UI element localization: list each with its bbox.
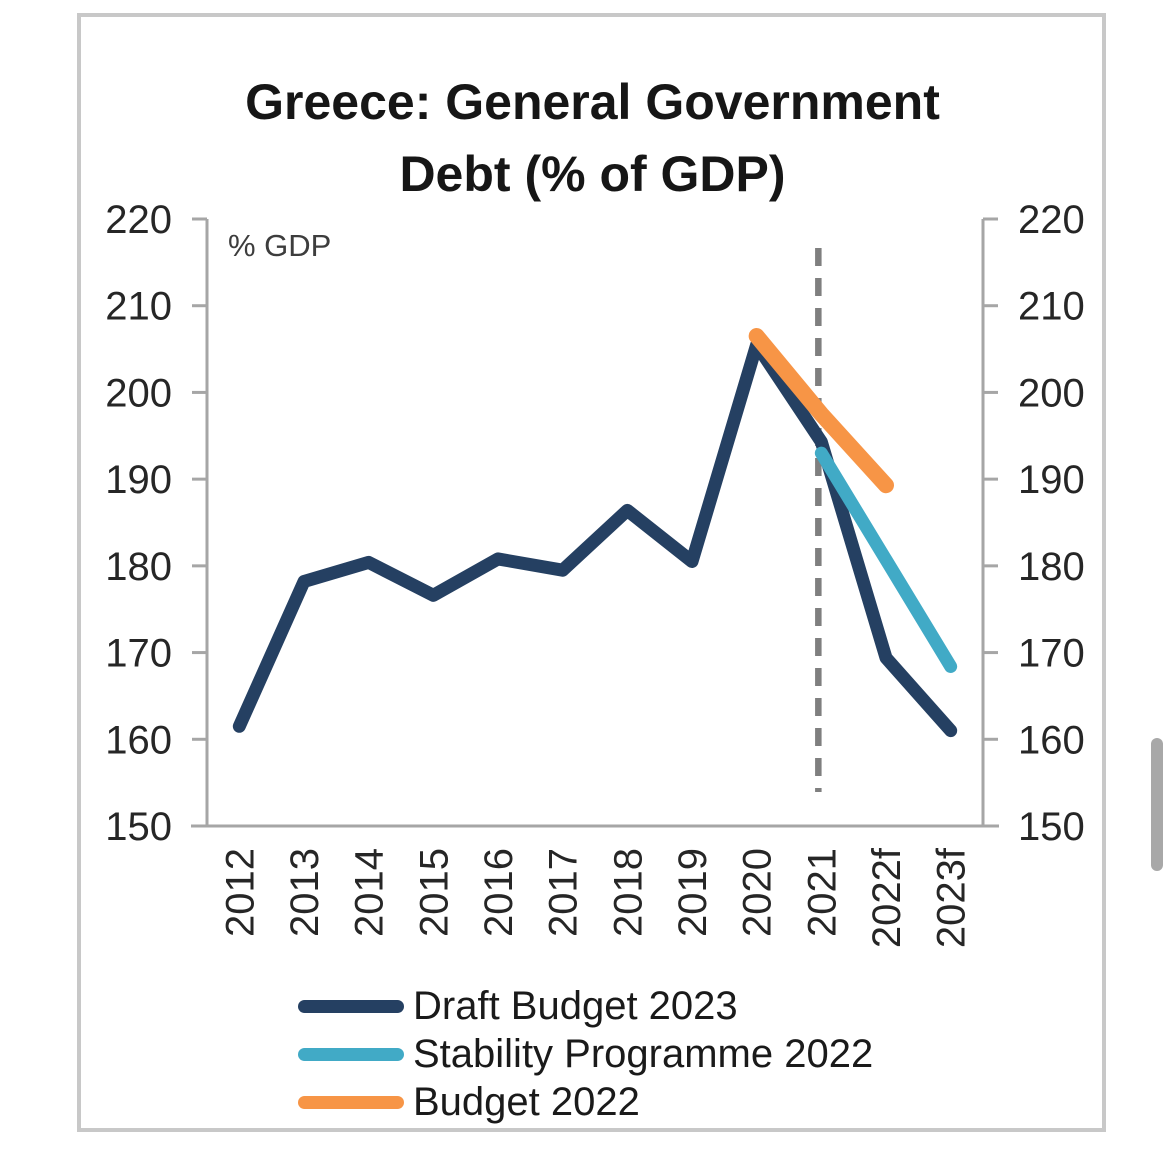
- vertical-scrollbar-thumb[interactable]: [1151, 738, 1163, 871]
- svg-text:150: 150: [1018, 805, 1085, 849]
- series-budget-2022: [748, 328, 894, 494]
- svg-text:2021: 2021: [800, 848, 844, 937]
- svg-text:170: 170: [1018, 632, 1085, 676]
- legend-label: Budget 2022: [413, 1079, 640, 1124]
- svg-text:2018: 2018: [606, 848, 650, 937]
- legend-label: Stability Programme 2022: [413, 1031, 874, 1076]
- svg-text:2023f: 2023f: [930, 847, 974, 948]
- svg-text:180: 180: [105, 545, 172, 589]
- legend-swatch-cyan-line-icon: [298, 1047, 404, 1061]
- svg-text:210: 210: [1018, 285, 1085, 329]
- legend-item-stability-programme-2022: Stability Programme 2022: [298, 1030, 873, 1078]
- svg-text:2022f: 2022f: [865, 847, 909, 948]
- svg-text:2019: 2019: [671, 848, 715, 937]
- series-draft-budget-2023: [232, 338, 958, 738]
- chart-title-line2: Debt (% of GDP): [399, 146, 786, 202]
- legend-item-draft-budget-2023: Draft Budget 2023: [298, 982, 873, 1030]
- svg-text:2016: 2016: [477, 848, 521, 937]
- chart-legend: Draft Budget 2023 Stability Programme 20…: [298, 982, 873, 1126]
- svg-text:150: 150: [105, 805, 172, 849]
- legend-swatch-orange-line-icon: [298, 1095, 404, 1109]
- svg-text:2014: 2014: [348, 848, 392, 937]
- chart-panel: [77, 13, 1106, 1132]
- svg-text:220: 220: [105, 198, 172, 242]
- y-axis-unit-label: % GDP: [228, 228, 332, 263]
- legend-swatch-navy-line-icon: [298, 999, 404, 1013]
- svg-text:190: 190: [1018, 458, 1085, 502]
- chart-title-line1: Greece: General Government: [245, 74, 940, 130]
- series-stability-programme-2022: [814, 446, 958, 673]
- svg-text:190: 190: [105, 458, 172, 502]
- svg-text:220: 220: [1018, 198, 1085, 242]
- svg-text:200: 200: [105, 371, 172, 415]
- svg-text:2017: 2017: [542, 848, 586, 937]
- svg-text:210: 210: [105, 285, 172, 329]
- svg-text:170: 170: [105, 632, 172, 676]
- svg-text:160: 160: [105, 718, 172, 762]
- svg-text:2013: 2013: [283, 848, 327, 937]
- svg-text:160: 160: [1018, 718, 1085, 762]
- svg-text:200: 200: [1018, 371, 1085, 415]
- svg-text:2012: 2012: [218, 848, 262, 937]
- svg-text:2020: 2020: [736, 848, 780, 937]
- svg-text:2015: 2015: [412, 848, 456, 937]
- legend-item-budget-2022: Budget 2022: [298, 1078, 873, 1126]
- legend-label: Draft Budget 2023: [413, 983, 738, 1028]
- chart-title: Greece: General Government Debt (% of GD…: [120, 66, 1065, 210]
- svg-text:180: 180: [1018, 545, 1085, 589]
